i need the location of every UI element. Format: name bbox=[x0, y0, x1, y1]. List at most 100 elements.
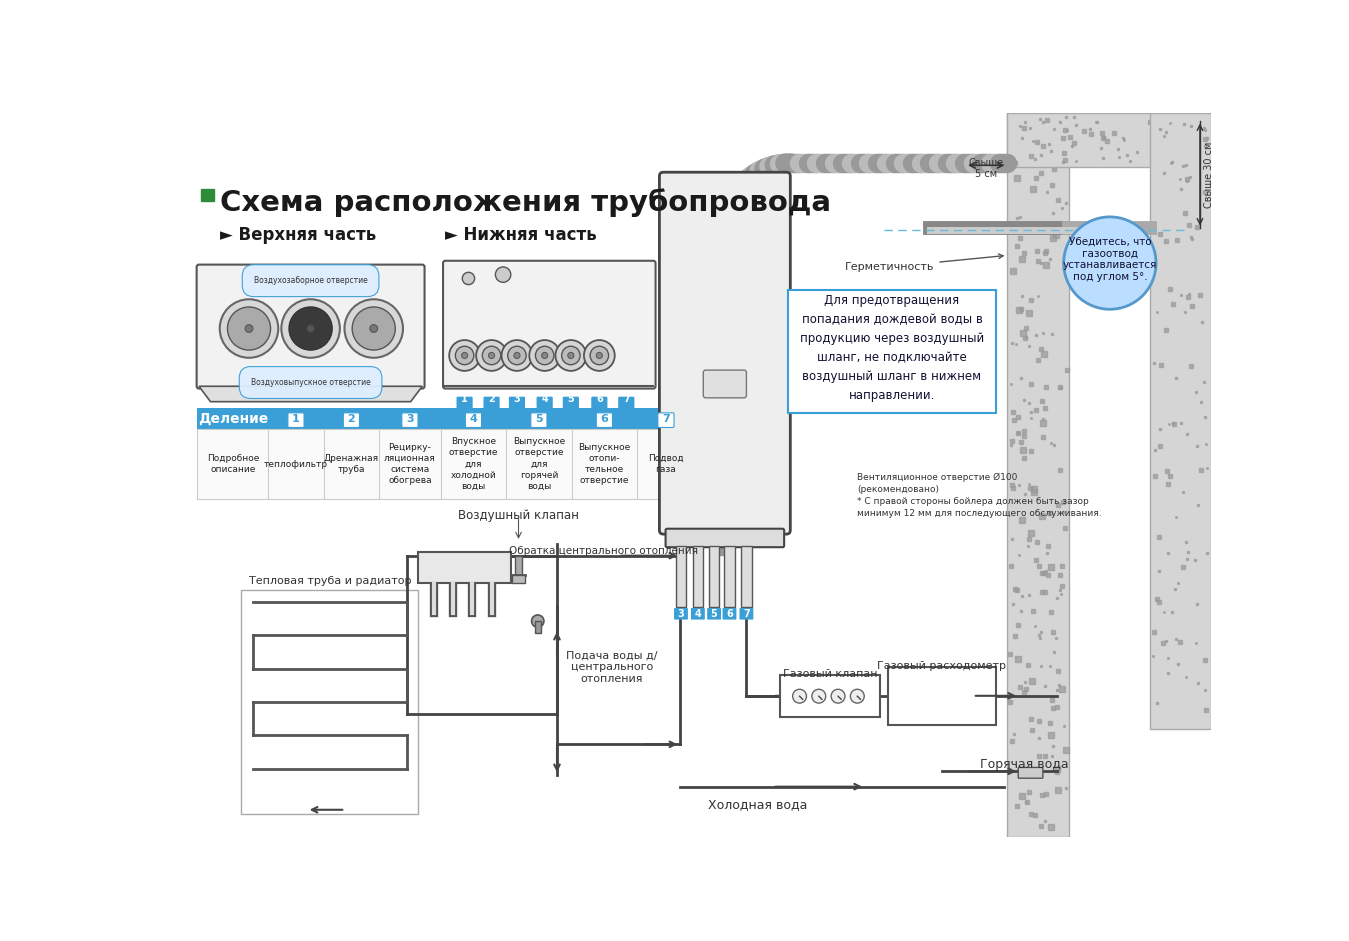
Text: 7: 7 bbox=[623, 394, 630, 404]
Circle shape bbox=[514, 352, 519, 359]
Text: 6: 6 bbox=[600, 414, 608, 423]
Bar bbox=[197, 429, 695, 499]
FancyBboxPatch shape bbox=[618, 397, 634, 409]
Text: Герметичность: Герметичность bbox=[844, 254, 1004, 272]
Text: Воздуховыпускное отверстие: Воздуховыпускное отверстие bbox=[251, 378, 371, 387]
Text: Газовый клапан: Газовый клапан bbox=[784, 669, 878, 678]
Text: 4: 4 bbox=[695, 609, 701, 619]
Text: Воздухозаборное отверстие: Воздухозаборное отверстие bbox=[254, 276, 367, 285]
Circle shape bbox=[344, 299, 403, 358]
Circle shape bbox=[352, 307, 395, 350]
Text: Свыше
5 см: Свыше 5 см bbox=[969, 157, 1004, 179]
Circle shape bbox=[220, 299, 278, 358]
FancyBboxPatch shape bbox=[723, 608, 737, 619]
Circle shape bbox=[456, 346, 473, 365]
Text: 6: 6 bbox=[726, 609, 733, 619]
Text: 6: 6 bbox=[596, 394, 603, 404]
Text: Дренажная
труба: Дренажная труба bbox=[324, 454, 379, 474]
Circle shape bbox=[793, 689, 807, 703]
Text: Для предотвращения
попадания дождевой воды в
продукцию через воздушный
шланг, не: Для предотвращения попадания дождевой во… bbox=[800, 294, 983, 402]
FancyBboxPatch shape bbox=[1018, 768, 1043, 778]
Text: 3: 3 bbox=[406, 414, 414, 423]
Text: Подвод
газа: Подвод газа bbox=[648, 454, 684, 474]
Text: Вентиляционное отверстие Ø100
(рекомендовано)
* С правой стороны бойлера должен : Вентиляционное отверстие Ø100 (рекомендо… bbox=[858, 473, 1102, 518]
Circle shape bbox=[495, 267, 511, 282]
Bar bbox=[513, 575, 525, 582]
Text: 2: 2 bbox=[348, 414, 355, 423]
Bar bbox=[724, 546, 735, 607]
Text: теплофильтр: теплофильтр bbox=[264, 459, 328, 469]
Circle shape bbox=[507, 346, 526, 365]
Circle shape bbox=[483, 346, 500, 365]
FancyBboxPatch shape bbox=[788, 290, 996, 413]
FancyBboxPatch shape bbox=[591, 397, 607, 409]
Text: Рецирку-
ляционная
система
обогрева: Рецирку- ляционная система обогрева bbox=[384, 443, 436, 486]
FancyBboxPatch shape bbox=[287, 413, 304, 427]
Bar bbox=[741, 546, 751, 607]
Text: Свыше 30 см: Свыше 30 см bbox=[1203, 141, 1214, 208]
FancyBboxPatch shape bbox=[197, 264, 425, 389]
FancyBboxPatch shape bbox=[707, 608, 720, 619]
Text: 7: 7 bbox=[743, 609, 750, 619]
Text: 3: 3 bbox=[514, 394, 521, 404]
FancyBboxPatch shape bbox=[442, 261, 656, 389]
FancyBboxPatch shape bbox=[530, 413, 546, 427]
Circle shape bbox=[568, 352, 573, 359]
Text: Схема расположения трубопровода: Схема расположения трубопровода bbox=[220, 188, 831, 217]
Bar bbox=[201, 189, 213, 201]
Circle shape bbox=[370, 325, 378, 332]
Circle shape bbox=[463, 272, 475, 284]
Circle shape bbox=[488, 352, 495, 359]
Circle shape bbox=[556, 340, 587, 371]
Text: Обратка центрального отопления: Обратка центрального отопления bbox=[509, 547, 697, 556]
Text: Подача воды д/
центрального
отопления: Подача воды д/ центрального отопления bbox=[567, 651, 658, 684]
Circle shape bbox=[282, 299, 340, 358]
Text: ► Верхняя часть: ► Верхняя часть bbox=[220, 226, 376, 244]
Bar bbox=[515, 556, 522, 575]
Circle shape bbox=[246, 325, 252, 332]
Bar bbox=[418, 551, 511, 582]
FancyBboxPatch shape bbox=[739, 608, 753, 619]
Bar bbox=[676, 546, 687, 607]
FancyBboxPatch shape bbox=[465, 413, 482, 427]
Bar bbox=[1008, 113, 1211, 167]
Text: Деление: Деление bbox=[198, 411, 268, 425]
Text: 1: 1 bbox=[461, 394, 468, 404]
Bar bbox=[197, 407, 695, 429]
Circle shape bbox=[536, 346, 554, 365]
Text: 5: 5 bbox=[536, 414, 542, 423]
Text: 5: 5 bbox=[568, 394, 575, 404]
Circle shape bbox=[449, 340, 480, 371]
Text: Впускное
отверстие
для
холодной
воды: Впускное отверстие для холодной воды bbox=[449, 438, 498, 491]
Bar bbox=[1149, 113, 1211, 729]
Circle shape bbox=[850, 689, 865, 703]
Circle shape bbox=[502, 340, 533, 371]
FancyBboxPatch shape bbox=[674, 608, 688, 619]
FancyBboxPatch shape bbox=[483, 397, 499, 409]
FancyBboxPatch shape bbox=[596, 413, 612, 427]
FancyBboxPatch shape bbox=[537, 397, 553, 409]
FancyBboxPatch shape bbox=[691, 608, 704, 619]
Circle shape bbox=[561, 346, 580, 365]
Polygon shape bbox=[198, 386, 422, 402]
Text: 5: 5 bbox=[711, 609, 718, 619]
Circle shape bbox=[584, 340, 615, 371]
Circle shape bbox=[461, 352, 468, 359]
Text: Подробное
описание: Подробное описание bbox=[206, 454, 259, 474]
Circle shape bbox=[306, 325, 314, 332]
Circle shape bbox=[476, 340, 507, 371]
Text: 1: 1 bbox=[293, 414, 299, 423]
Text: Тепловая труба и радиатор: Тепловая труба и радиатор bbox=[248, 577, 411, 586]
Bar bbox=[534, 621, 541, 632]
Circle shape bbox=[831, 689, 844, 703]
Bar bbox=[780, 675, 881, 717]
Circle shape bbox=[596, 352, 603, 359]
Circle shape bbox=[529, 340, 560, 371]
Bar bbox=[692, 546, 703, 607]
FancyBboxPatch shape bbox=[563, 397, 579, 409]
Text: Газовый расходометр: Газовый расходометр bbox=[877, 662, 1006, 671]
FancyBboxPatch shape bbox=[665, 529, 784, 548]
Text: 3: 3 bbox=[677, 609, 684, 619]
Text: 2: 2 bbox=[488, 394, 495, 404]
Text: 4: 4 bbox=[541, 394, 548, 404]
